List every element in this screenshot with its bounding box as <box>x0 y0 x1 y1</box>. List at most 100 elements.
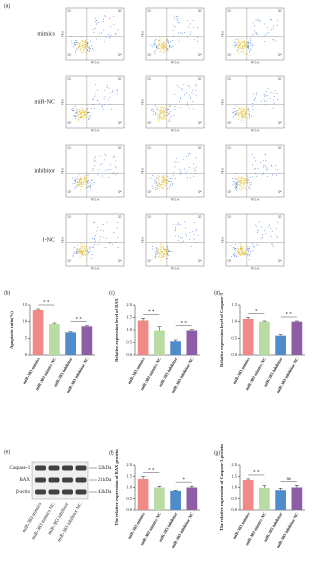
flow-dot <box>246 175 248 177</box>
flow-dot <box>80 249 82 251</box>
x-axis-label: FITC-A <box>171 61 180 65</box>
flow-dot <box>93 237 95 239</box>
flow-dot <box>249 253 251 255</box>
flow-dot <box>155 249 157 251</box>
x-axis-label: FITC-A <box>91 61 100 65</box>
flow-dot <box>82 250 84 252</box>
flow-dot <box>180 171 182 173</box>
flow-dot <box>234 183 236 185</box>
flow-dot <box>158 252 160 254</box>
y-tick-label: 1.5 <box>231 302 237 307</box>
flow-dot <box>78 174 80 176</box>
panel-label: (c) <box>109 290 115 296</box>
quadrant-label: Q1 <box>148 9 152 13</box>
flow-dot <box>168 112 170 114</box>
flow-dot <box>113 172 115 174</box>
flow-dot <box>242 109 244 111</box>
flow-plot-frame <box>225 7 285 61</box>
flow-dot <box>234 111 236 113</box>
flow-dot <box>158 181 160 183</box>
flow-dot <box>232 247 234 248</box>
flow-dot <box>240 180 242 182</box>
flow-dot <box>156 47 157 49</box>
flow-dot <box>235 105 237 107</box>
flow-dot <box>85 172 87 174</box>
bar <box>49 324 60 355</box>
y-axis-label: Relative expression level of Caspase-3 <box>219 292 224 367</box>
flow-dot <box>82 109 84 111</box>
flow-dot <box>81 180 83 182</box>
flow-dot <box>78 42 80 44</box>
flow-dot <box>80 253 82 255</box>
flow-dot <box>164 48 166 50</box>
flow-dot <box>86 115 88 117</box>
flow-dot <box>88 247 90 249</box>
flow-dot <box>78 184 80 186</box>
size-label: 21kDa <box>98 478 112 483</box>
flow-dot <box>241 118 243 120</box>
flow-dot <box>235 186 237 188</box>
flow-dot <box>247 108 249 110</box>
flow-dot <box>245 251 246 252</box>
flow-dot <box>86 111 88 113</box>
flow-dot <box>74 42 76 44</box>
flow-dot <box>167 50 169 52</box>
flow-dot <box>244 245 245 247</box>
flow-dot <box>180 173 182 174</box>
flow-dot <box>242 186 244 187</box>
flow-dot <box>182 240 184 242</box>
flow-dot <box>234 255 236 257</box>
flow-dot <box>96 22 98 24</box>
flow-dot <box>74 180 76 181</box>
significance-label: * <box>255 309 258 314</box>
flow-dot <box>258 20 260 22</box>
flow-dot <box>238 178 240 180</box>
flow-dot <box>177 162 179 163</box>
flow-dot <box>165 108 167 110</box>
flow-dot <box>195 90 197 91</box>
flow-dot <box>83 251 85 253</box>
flow-dot <box>157 45 159 46</box>
flow-dot <box>244 43 246 44</box>
flow-dot <box>275 40 277 42</box>
flow-dot <box>253 157 255 159</box>
flow-dot <box>275 228 277 230</box>
flow-dot <box>83 182 85 184</box>
flow-dot <box>80 107 82 109</box>
flow-dot <box>160 248 162 250</box>
quadrant-label: Q1 <box>68 9 72 13</box>
flow-plot-frame <box>65 144 125 198</box>
flow-dot <box>83 49 85 51</box>
flow-dot <box>157 40 159 42</box>
flow-dot <box>85 42 87 43</box>
flow-dot <box>242 111 244 112</box>
flow-dot <box>246 108 248 109</box>
flow-dot <box>164 115 166 117</box>
flow-dot <box>195 170 197 172</box>
flow-dots <box>232 88 279 124</box>
bar <box>242 319 254 355</box>
flow-dot <box>239 188 241 190</box>
quadrant-label: Q1 <box>68 215 72 219</box>
flow-dot <box>162 246 164 248</box>
flow-dot <box>92 98 94 100</box>
y-tick-label: 2.0 <box>231 462 237 467</box>
flow-dot <box>242 41 244 43</box>
flow-dot <box>255 172 257 174</box>
flow-dot <box>242 182 244 184</box>
flow-dot <box>161 187 163 189</box>
flow-dot <box>269 98 271 100</box>
panel-label: (f) <box>109 450 114 456</box>
flow-dot <box>157 119 159 121</box>
flow-dot <box>270 164 272 166</box>
flow-dot <box>79 242 81 244</box>
flow-dot <box>255 19 257 21</box>
flow-dot <box>75 50 77 52</box>
flow-dot <box>77 185 78 187</box>
flow-dot <box>162 106 164 108</box>
flow-dots <box>71 84 119 123</box>
quadrant-label: Q4 <box>278 121 282 125</box>
flow-dot <box>158 183 160 185</box>
flow-dot <box>79 49 81 51</box>
